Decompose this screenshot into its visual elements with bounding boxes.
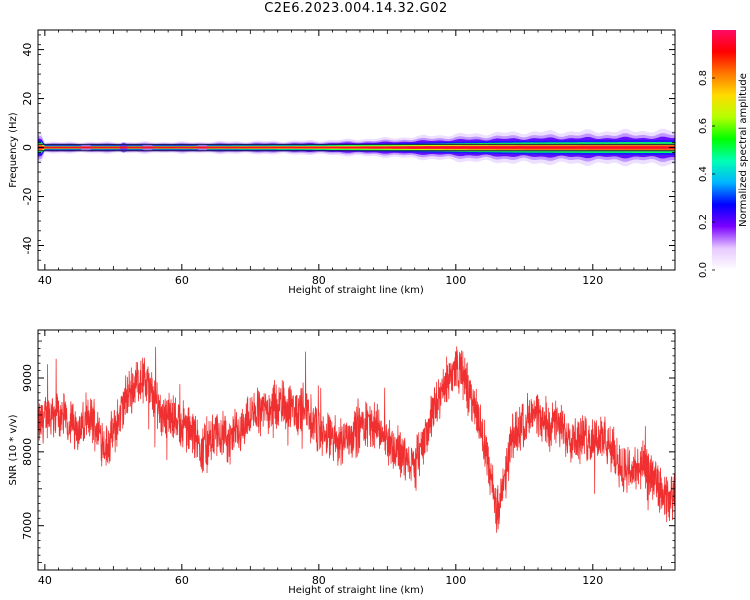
colorbar-tick-label: 0.8 [698,70,709,86]
y-tick-label: 9000 [21,364,34,392]
colorbar-tick-label: 0.0 [698,262,709,278]
colorbar-label: Normalized spectral amplitude [738,73,749,227]
colorbar-tick-label: 0.4 [698,166,709,182]
y-tick-label: 8000 [21,438,34,466]
x-tick-label: 120 [582,274,603,287]
y-tick-label: 7000 [21,512,34,540]
x-tick-label: 100 [445,574,466,587]
colorbar-tick-label: 0.6 [698,118,709,134]
y-tick-label: -20 [21,188,34,206]
x-tick-label: 80 [312,274,326,287]
figure-title: C2E6.2023.004.14.32.G02 [264,1,448,16]
bottom-xlabel: Height of straight line (km) [288,585,424,596]
bottom-ylabel: SNR (10 * v/v) [8,414,19,485]
x-tick-label: 60 [175,574,189,587]
x-tick-label: 40 [38,574,52,587]
x-tick-label: 120 [582,574,603,587]
colorbar-tick-label: 0.2 [698,214,709,230]
colorbar: 0.0 0.2 0.4 0.6 0.8 [698,30,736,278]
x-tick-label: 60 [175,274,189,287]
x-tick-label: 100 [445,274,466,287]
y-tick-label: 20 [21,92,34,106]
snr-panel: 40 60 80 100 120 7000 8000 9000 [21,329,676,587]
colorbar-gradient [712,30,736,270]
spectral-band [38,128,675,167]
x-tick-label: 80 [312,574,326,587]
y-tick-label: 0 [21,144,34,151]
top-xlabel: Height of straight line (km) [288,285,424,296]
y-tick-label: -40 [21,237,34,255]
snr-axes: 40 60 80 100 120 7000 8000 9000 [21,330,675,587]
snr-series-line [38,346,675,533]
top-ylabel: Frequency (Hz) [8,112,19,188]
x-tick-label: 40 [38,274,52,287]
spectrogram-panel: 40 60 80 100 120 -40 -20 0 20 40 [21,29,676,287]
y-tick-label: 40 [21,43,34,57]
